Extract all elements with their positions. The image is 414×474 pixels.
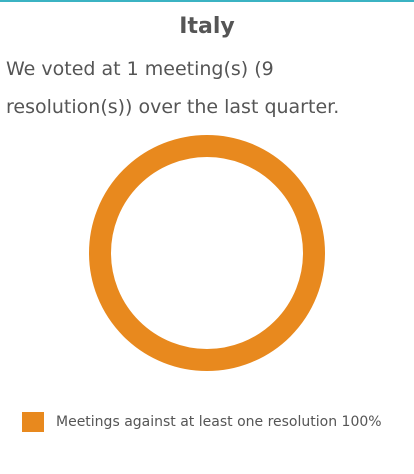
top-border [0,0,414,2]
chart-title: Italy [179,14,235,39]
legend-name: Meetings against at least one resolution [56,414,337,430]
chart-subtitle: We voted at 1 meeting(s) (9 resolution(s… [6,58,340,118]
donut-segment [89,135,325,372]
legend-label: Meetings against at least one resolution… [56,414,382,430]
legend-swatch [22,412,44,432]
legend-value: 100% [342,414,382,430]
